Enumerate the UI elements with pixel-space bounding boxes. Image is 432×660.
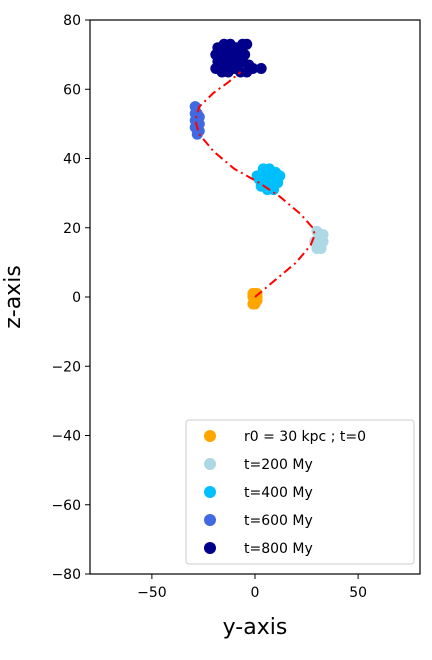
x-tick-label-2: 50 bbox=[349, 585, 367, 601]
y-tick-label-3: 20 bbox=[63, 221, 81, 237]
legend-box bbox=[185, 419, 415, 565]
y-tick-label-7: −60 bbox=[51, 498, 81, 514]
legend-marker-2 bbox=[204, 486, 216, 498]
y-tick-label-0: 80 bbox=[63, 13, 81, 29]
legend-label-0: r0 = 30 kpc ; t=0 bbox=[244, 429, 366, 445]
ticks-layer: −50 0 50 80 60 40 20 0 −20 −40 −60 −80 bbox=[51, 13, 367, 601]
series-2-point-10 bbox=[251, 170, 263, 182]
legend-marker-4 bbox=[204, 542, 216, 554]
series-4-point-25 bbox=[247, 62, 259, 74]
legend-marker-3 bbox=[204, 514, 216, 526]
y-tick-label-5: −20 bbox=[51, 359, 81, 375]
trajectory-line bbox=[194, 71, 316, 298]
y-tick-label-1: 60 bbox=[63, 82, 81, 98]
legend-label-4: t=800 My bbox=[244, 541, 313, 557]
legend-marker-1 bbox=[204, 458, 216, 470]
series-4-point-27 bbox=[233, 52, 244, 64]
y-tick-label-8: −80 bbox=[51, 567, 81, 583]
y-tick-label-4: 0 bbox=[72, 290, 81, 306]
legend-label-1: t=200 My bbox=[244, 457, 313, 473]
series-4-point-24 bbox=[255, 62, 267, 74]
y-tick-label-6: −40 bbox=[51, 429, 81, 445]
series-2-point-11 bbox=[274, 170, 286, 182]
legend-marker-0 bbox=[204, 430, 216, 442]
legend: r0 = 30 kpc ; t=0 t=200 My t=400 My t=600 M… bbox=[185, 419, 415, 565]
x-tick-label-0: −50 bbox=[137, 585, 167, 601]
series-2-point-12 bbox=[259, 166, 271, 178]
y-tick-label-2: 40 bbox=[63, 152, 81, 168]
legend-label-2: t=400 My bbox=[244, 485, 313, 501]
y-axis-title: z-axis bbox=[1, 265, 26, 329]
x-tick-label-1: 0 bbox=[251, 585, 260, 601]
series-0-point-8 bbox=[251, 288, 263, 300]
plot-layer bbox=[189, 38, 329, 310]
legend-label-3: t=600 My bbox=[244, 513, 313, 529]
series-3-point-9 bbox=[193, 111, 205, 123]
x-axis-title: y-axis bbox=[223, 615, 288, 640]
series-1-point-8 bbox=[317, 229, 329, 241]
series-4-point-26 bbox=[220, 52, 232, 64]
